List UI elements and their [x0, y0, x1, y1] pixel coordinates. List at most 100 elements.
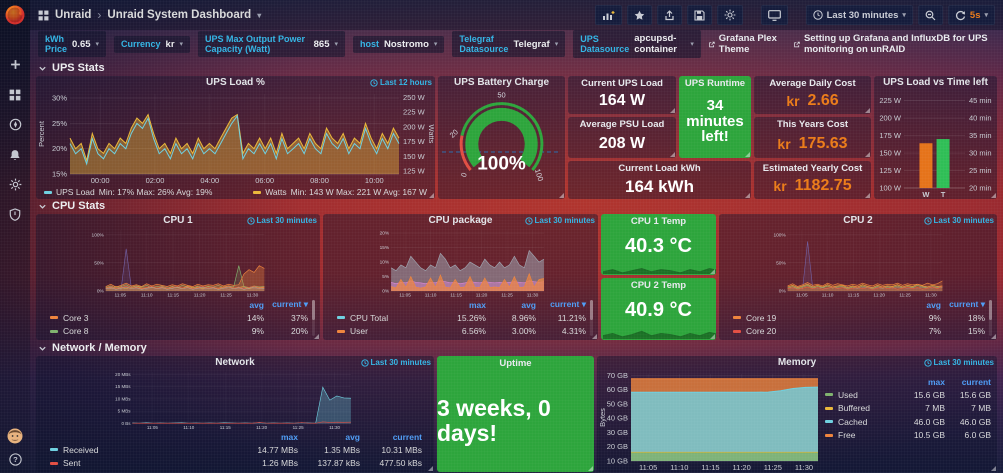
legend-col-header[interactable]: max	[280, 431, 298, 442]
stat-title[interactable]: UPS Runtime	[684, 78, 746, 89]
breadcrumb-caret-icon[interactable]: ▾	[257, 10, 262, 20]
panel-time-range[interactable]: Last 12 hours	[370, 78, 432, 87]
panel-title[interactable]: CPU 1	[163, 215, 193, 226]
legend-scrollbar-thumb[interactable]	[590, 300, 593, 320]
panel-resize-handle[interactable]	[429, 193, 434, 198]
legend-col-header[interactable]: current ▾	[550, 299, 586, 309]
cycle-view-mode-button[interactable]	[760, 5, 788, 25]
variable-host[interactable]: host Nostromo ▾	[353, 35, 445, 53]
panel-resize-handle[interactable]	[865, 108, 870, 113]
variable-telegraf-datasource[interactable]: Telegraf Datasource Telegraf ▾	[452, 31, 566, 57]
legend-col-header[interactable]: avg	[249, 299, 264, 310]
legend-series-label[interactable]: Cached	[838, 416, 868, 427]
panel-time-range[interactable]: Last 30 minutes	[360, 358, 431, 367]
panel-title[interactable]: Network	[215, 357, 255, 368]
variable-kwh-price[interactable]: kWh Price 0.65 ▾	[38, 31, 107, 57]
panel-resize-handle[interactable]	[745, 193, 750, 198]
variable-ups-datasource[interactable]: UPS Datasource apcupsd-container ▾	[573, 30, 701, 58]
panel-title[interactable]: UPS Load %	[206, 77, 265, 88]
server-admin-button[interactable]	[6, 207, 24, 222]
network-graph[interactable]: 11:05 11:10 11:15 11:20 11:25 11:30 0 Bs 5 MBs 1…	[36, 369, 434, 430]
legend-series-label[interactable]: CPU Total	[350, 312, 389, 323]
legend-scrollbar[interactable]	[989, 300, 992, 336]
stat-title[interactable]: CPU 1 Temp	[630, 216, 687, 227]
zoom-out-time-button[interactable]	[917, 5, 943, 25]
explore-button[interactable]	[6, 117, 24, 132]
legend-series-label[interactable]: Used	[838, 389, 858, 400]
panel-time-range[interactable]: Last 30 minutes	[524, 216, 595, 225]
variable-currency[interactable]: Currency kr ▾	[114, 35, 191, 53]
legend-series-label[interactable]: Core 20	[746, 326, 777, 337]
star-dashboard-button[interactable]	[626, 5, 652, 25]
breadcrumb-root[interactable]: Unraid	[55, 9, 92, 21]
legend-col-header[interactable]: current ▾	[272, 299, 308, 309]
link-grafana-plex-theme[interactable]: Grafana Plex Theme	[709, 33, 778, 55]
ups-load-graph[interactable]: 00:00 02:00 04:00 06:00 08:00 10:00 15% 20% 25% 3…	[36, 89, 435, 185]
grafana-logo[interactable]	[3, 3, 27, 27]
cpu2-graph[interactable]: 11:05 11:10 11:15 11:20 11:25 11:30 0% 50% 100%	[719, 227, 997, 298]
legend-col-header[interactable]: avg	[345, 431, 360, 442]
legend-scrollbar-thumb[interactable]	[312, 300, 315, 320]
cpu-package-graph[interactable]: 11:05 11:10 11:15 11:20 11:25 11:30 0% 5% 10% 15%…	[323, 227, 598, 298]
panel-resize-handle[interactable]	[588, 466, 593, 471]
panel-resize-handle[interactable]	[670, 108, 675, 113]
refresh-picker[interactable]: 5s ▾	[947, 5, 995, 25]
configuration-button[interactable]	[6, 177, 24, 192]
panel-resize-handle[interactable]	[865, 193, 870, 198]
add-panel-button[interactable]	[594, 5, 622, 25]
panel-resize-handle[interactable]	[710, 269, 715, 274]
panel-time-range[interactable]: Last 30 minutes	[923, 358, 994, 367]
panel-resize-handle[interactable]	[670, 152, 675, 157]
stat-title[interactable]: This Years Cost	[776, 119, 849, 130]
legend-col-header[interactable]: avg	[926, 299, 941, 310]
stat-title[interactable]: Current UPS Load	[581, 78, 663, 89]
row-header-cpu-stats[interactable]: CPU Stats	[36, 198, 997, 214]
panel-time-range[interactable]: Last 30 minutes	[246, 216, 317, 225]
create-button[interactable]	[6, 57, 24, 72]
time-range-picker[interactable]: Last 30 minutes ▾	[805, 5, 913, 25]
panel-title[interactable]: UPS Battery Charge	[453, 77, 550, 88]
stat-title[interactable]: Current Load kWh	[618, 163, 701, 174]
row-header-ups-stats[interactable]: UPS Stats	[36, 60, 997, 76]
help-button[interactable]: ?	[6, 452, 24, 467]
cpu1-graph[interactable]: 11:05 11:10 11:15 11:20 11:25 11:30 0% 50% 100%	[36, 227, 320, 298]
dashboards-button[interactable]	[6, 87, 24, 102]
row-header-network-memory[interactable]: Network / Memory	[36, 340, 997, 356]
link-ups-monitoring-guide[interactable]: Setting up Grafana and InfluxDB for UPS …	[794, 33, 993, 55]
dashboard-settings-button[interactable]	[716, 5, 743, 25]
legend-col-header[interactable]: current	[392, 431, 422, 442]
panel-resize-handle[interactable]	[991, 334, 996, 339]
legend-scrollbar[interactable]	[312, 300, 315, 336]
panel-time-range[interactable]: Last 30 minutes	[923, 216, 994, 225]
memory-graph[interactable]: 11:05 11:10 11:15 11:20 11:25 11:30 10 GB 20 GB…	[597, 369, 825, 472]
stat-title[interactable]: CPU 2 Temp	[630, 280, 687, 291]
user-avatar[interactable]	[6, 428, 24, 443]
stat-title[interactable]: Average Daily Cost	[769, 78, 856, 89]
legend-series-label[interactable]: User	[350, 326, 368, 337]
stat-title[interactable]: Uptime	[499, 358, 532, 369]
battery-charge-gauge[interactable]: 0 20 50 100 100%	[438, 89, 565, 199]
stat-title[interactable]: Estimated Yearly Cost	[762, 163, 863, 174]
panel-resize-handle[interactable]	[710, 334, 715, 339]
panel-resize-handle[interactable]	[745, 152, 750, 157]
legend-series-label[interactable]: UPS Load	[56, 187, 95, 197]
panel-resize-handle[interactable]	[314, 334, 319, 339]
legend-col-header[interactable]: current ▾	[949, 299, 985, 309]
share-dashboard-button[interactable]	[656, 5, 682, 25]
panel-resize-handle[interactable]	[991, 193, 996, 198]
panel-title[interactable]: CPU package	[428, 215, 493, 226]
panel-title[interactable]: CPU 2	[843, 215, 873, 226]
panel-title[interactable]: Memory	[777, 357, 817, 368]
legend-series-label[interactable]: Core 19	[746, 312, 777, 323]
panel-resize-handle[interactable]	[592, 334, 597, 339]
panel-title[interactable]: UPS Load vs Time left	[883, 77, 988, 88]
legend-series-label[interactable]: Buffered	[838, 403, 870, 414]
alerting-button[interactable]	[6, 147, 24, 162]
breadcrumb-page[interactable]: Unraid System Dashboard	[107, 9, 252, 21]
legend-series-label[interactable]: Received	[63, 444, 99, 455]
panel-resize-handle[interactable]	[559, 193, 564, 198]
legend-scrollbar[interactable]	[590, 300, 593, 336]
legend-series-label[interactable]: Sent	[63, 458, 81, 469]
legend-series-label[interactable]: Free	[838, 430, 856, 441]
variable-ups-max-output[interactable]: UPS Max Output Power Capacity (Watt) 865…	[198, 31, 346, 57]
